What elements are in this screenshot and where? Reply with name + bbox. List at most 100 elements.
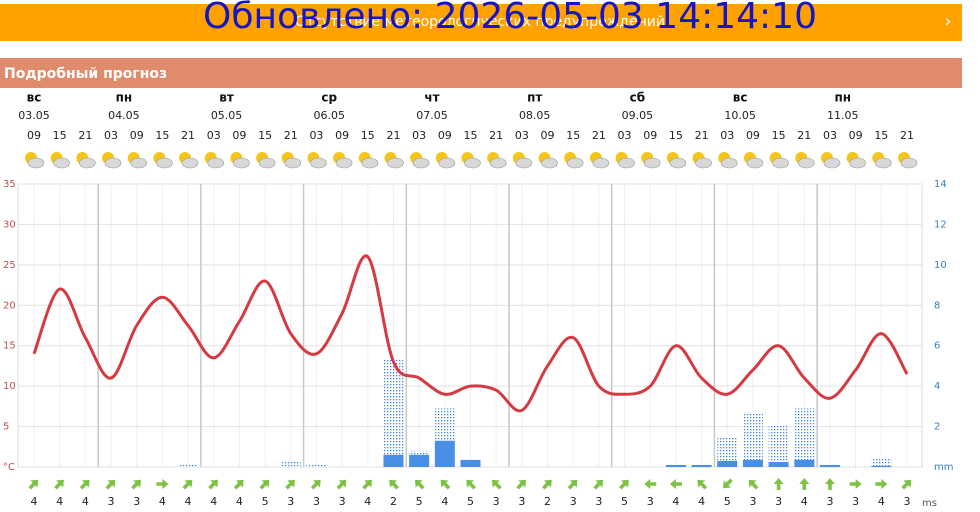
- wind-arrow: [182, 479, 193, 490]
- icon-part: [618, 157, 635, 169]
- wind-speed: 3: [570, 495, 577, 508]
- day-date: 11.05: [827, 109, 859, 122]
- icon-part: [900, 157, 918, 169]
- arrow-shape: [414, 479, 425, 490]
- arrow-shape: [440, 479, 451, 490]
- y2-tick-label: 14: [934, 179, 947, 190]
- wind-arrow: [644, 479, 657, 489]
- time-label: 15: [874, 129, 888, 142]
- wind-arrow: [362, 479, 373, 490]
- arrow-shape: [799, 478, 810, 490]
- icon-part: [669, 157, 687, 169]
- arrow-shape: [748, 479, 759, 490]
- weather-icon: [820, 152, 841, 169]
- wind-arrow: [723, 478, 733, 489]
- arrow-shape: [723, 478, 733, 489]
- icon-part: [643, 157, 661, 169]
- time-label: 21: [592, 129, 606, 142]
- banner-arrow[interactable]: ›: [944, 11, 951, 32]
- icon-part: [515, 157, 533, 169]
- precip-bar: [383, 454, 404, 467]
- time-label: 21: [489, 129, 503, 142]
- weather-icon: [281, 152, 302, 169]
- wind-speed: 3: [826, 495, 833, 508]
- banner[interactable]: [0, 4, 962, 41]
- weather-icon: [692, 152, 712, 169]
- wind-speed: 3: [108, 495, 115, 508]
- wind-arrow: [542, 479, 552, 490]
- banner-text[interactable]: Отсутствие метеорологических предупрежде…: [295, 14, 665, 30]
- icon-part: [310, 157, 327, 169]
- wind-speed: 5: [416, 495, 423, 508]
- arrow-shape: [233, 479, 244, 490]
- day-date: 05.05: [211, 109, 243, 122]
- weather-icon: [872, 152, 892, 169]
- y-tick-label: 10: [3, 381, 16, 392]
- wind-arrow: [849, 479, 862, 489]
- time-label: 15: [772, 129, 786, 142]
- weather-icon: [384, 152, 404, 169]
- wind-speed: 3: [313, 495, 320, 508]
- arrow-shape: [901, 479, 912, 490]
- arrow-shape: [491, 479, 502, 490]
- wind-arrow: [54, 479, 64, 490]
- day-name: пт: [527, 91, 542, 105]
- wind-arrow: [567, 479, 578, 490]
- weather-icon: [512, 152, 533, 169]
- arrow-shape: [389, 479, 399, 490]
- temperature-line: [32, 254, 909, 413]
- weather-icon: [204, 152, 225, 169]
- precip-bar: [306, 464, 327, 467]
- arrow-shape: [669, 479, 682, 489]
- time-label: 03: [309, 129, 323, 142]
- time-label: 15: [155, 129, 169, 142]
- wind-arrow: [156, 479, 169, 489]
- y-tick-label: 30: [3, 219, 16, 230]
- weather-icon: [307, 152, 327, 169]
- icon-part: [233, 157, 250, 169]
- wind-speed: 3: [852, 495, 859, 508]
- day-name: сб: [630, 91, 646, 105]
- wind-speed: 4: [364, 495, 371, 508]
- weather-icon: [127, 152, 148, 169]
- icon-part: [130, 157, 148, 169]
- precip-bar: [409, 454, 430, 467]
- y-tick-label: 35: [3, 179, 16, 190]
- arrow-shape: [362, 479, 373, 490]
- time-label: 09: [541, 129, 555, 142]
- wind-speed: 2: [390, 495, 397, 508]
- arrow-shape: [542, 479, 552, 490]
- arrow-shape: [466, 479, 477, 490]
- weather-icon: [358, 152, 379, 169]
- wind-arrow: [901, 479, 912, 490]
- day-date: 08.05: [519, 109, 551, 122]
- weather-icon: [461, 152, 481, 169]
- weather-icon: [230, 152, 250, 169]
- arrow-shape: [619, 479, 629, 490]
- time-label: 09: [27, 129, 41, 142]
- wind-speed: 3: [133, 495, 140, 508]
- icon-part: [27, 157, 45, 169]
- time-label: 03: [515, 129, 529, 142]
- weather-icon: [641, 152, 661, 169]
- precip-bar: [794, 459, 815, 467]
- section-title: Подробный прогноз: [4, 66, 167, 82]
- day-date: 06.05: [314, 109, 346, 122]
- icon-part: [772, 157, 789, 169]
- day-date: 10.05: [724, 109, 756, 122]
- weather-icon: [564, 152, 584, 169]
- time-label: 09: [746, 129, 760, 142]
- wind-speed: 5: [621, 495, 628, 508]
- icon-part: [541, 157, 558, 169]
- weather-icon: [846, 152, 866, 169]
- icon-part: [156, 157, 173, 169]
- time-label: 21: [386, 129, 400, 142]
- time-label: 03: [720, 129, 734, 142]
- time-label: 15: [566, 129, 580, 142]
- icon-part: [361, 157, 379, 169]
- time-label: 15: [258, 129, 272, 142]
- icon-part: [489, 157, 507, 169]
- wind-speed: 3: [775, 495, 782, 508]
- wind-speed: 4: [159, 495, 166, 508]
